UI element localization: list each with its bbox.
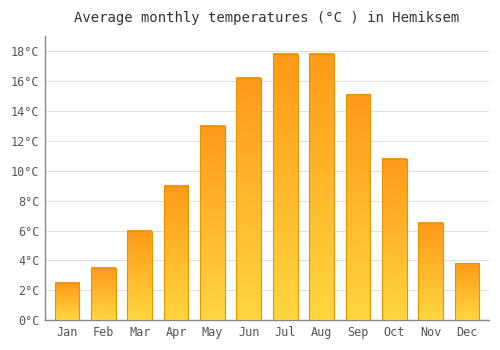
Title: Average monthly temperatures (°C ) in Hemiksem: Average monthly temperatures (°C ) in He… bbox=[74, 11, 460, 25]
Bar bbox=[200, 126, 225, 320]
Bar bbox=[236, 78, 261, 320]
Bar bbox=[454, 264, 479, 320]
Bar bbox=[91, 268, 116, 320]
Bar bbox=[54, 283, 80, 320]
Bar bbox=[273, 54, 297, 320]
Bar bbox=[164, 186, 188, 320]
Bar bbox=[309, 54, 334, 320]
Bar bbox=[418, 223, 443, 320]
Bar bbox=[382, 159, 406, 320]
Bar bbox=[128, 231, 152, 320]
Bar bbox=[346, 94, 370, 320]
